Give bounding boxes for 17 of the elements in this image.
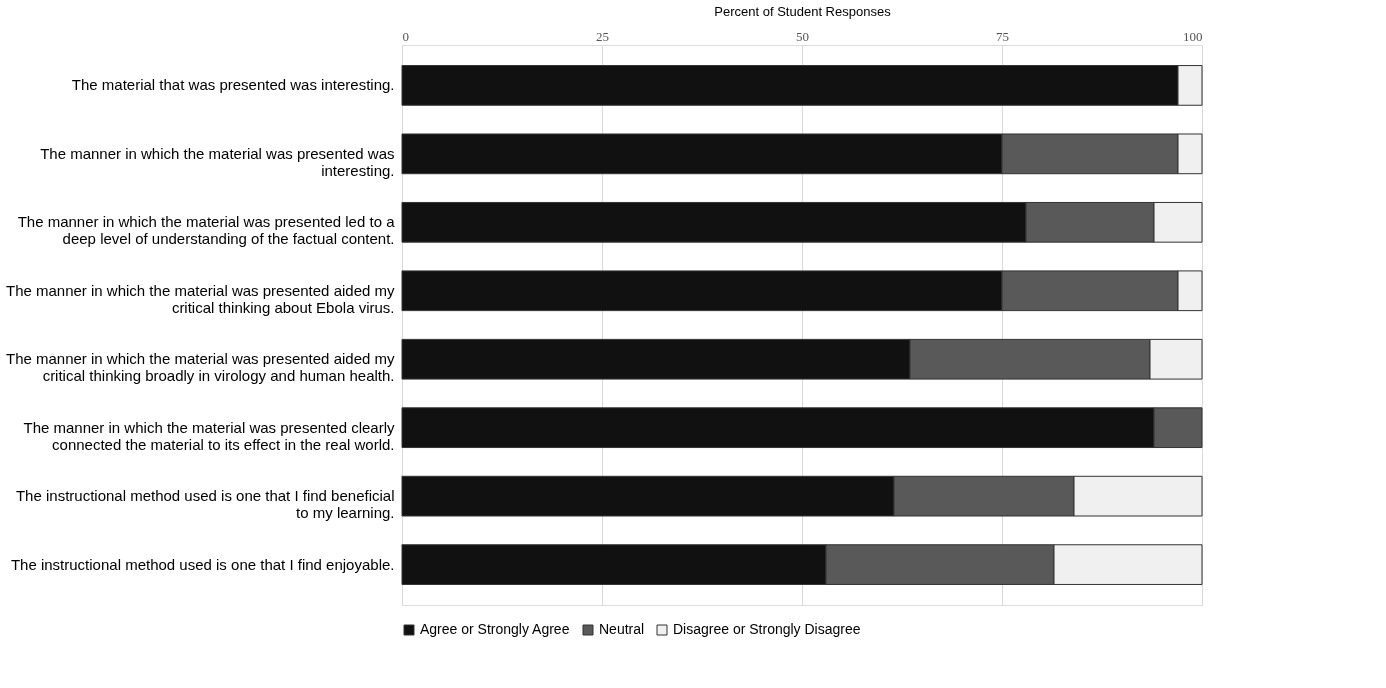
y-tick-label: The manner in which the material was presented led to a deep level of understanding of the factual content. — [17, 213, 396, 248]
x-tick-label: 100 — [1183, 28, 1203, 44]
y-tick-label: The manner in which the material was presented aided my critical thinking broadly in virology and human health. — [5, 350, 395, 385]
y-tick-label: The manner in which the material was presented aided my critical thinking about Ebola virus. — [5, 281, 395, 316]
x-axis-title: Percent of Student Responses — [714, 3, 892, 19]
x-tick-label: 0 — [402, 28, 409, 44]
x-tick-label: 50 — [796, 28, 809, 44]
y-tick-label: The manner in which the material was presented was interesting. — [40, 144, 395, 179]
x-tick-label: 25 — [596, 28, 609, 44]
x-tick-label: 75 — [996, 28, 1009, 44]
legend-label: Agree or Strongly Agree — [420, 621, 570, 637]
y-tick-label: The instructional method used is one that I find enjoyable. — [10, 555, 395, 573]
y-tick-label: The material that was presented was interesting. — [71, 76, 395, 94]
legend-label: Neutral — [599, 621, 645, 637]
y-tick-label: The instructional method used is one that I find beneficial to my learning. — [15, 487, 395, 522]
legend-label: Disagree or Strongly Disagree — [673, 621, 861, 637]
y-tick-label: The manner in which the material was presented clearly connected the material to its effect in the real world. — [23, 418, 395, 453]
